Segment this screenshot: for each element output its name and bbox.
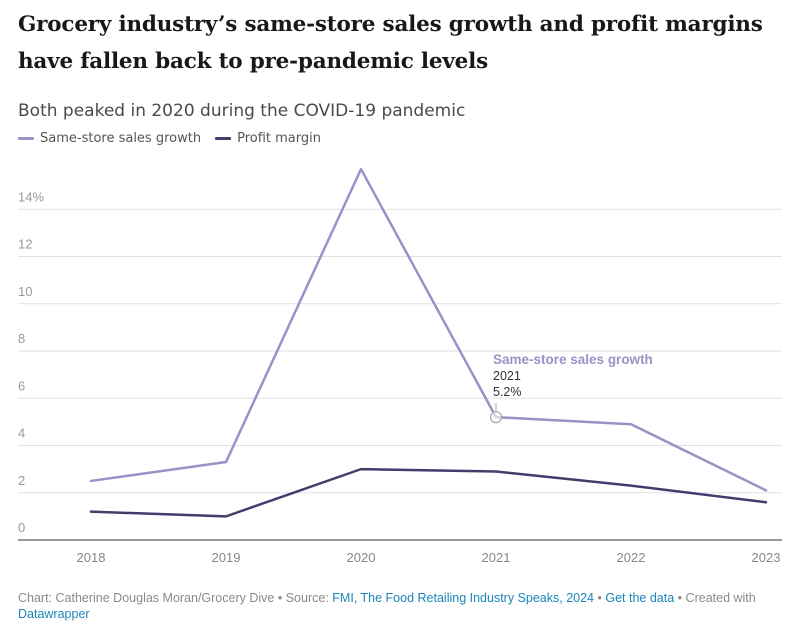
get-the-data-link[interactable]: Get the data: [605, 591, 675, 605]
footer-separator: •: [277, 591, 283, 605]
chart-title: Grocery industry’s same-store sales grow…: [18, 12, 763, 74]
footer-separator: •: [677, 591, 683, 605]
annotation-title: Same-store sales growth: [493, 352, 653, 367]
annotation-year: 2021: [493, 369, 521, 383]
annotation-value: 5.2%: [493, 385, 522, 399]
chart-credit: Chart: Catherine Douglas Moran/Grocery D…: [18, 591, 275, 605]
legend-swatch-profit-margin: [215, 137, 232, 140]
chart-subtitle: Both peaked in 2020 during the COVID-19 …: [18, 101, 466, 121]
x-tick-label: 2020: [347, 550, 376, 565]
y-tick-label: 12: [18, 237, 32, 252]
line-chart: 0 2 4 6 8 10 12 14% 2018 2019 2020 2021 2022 2023 Same…: [18, 167, 782, 565]
x-tick-label: 2019: [212, 550, 241, 565]
y-tick-label: 4: [18, 426, 25, 441]
source-prefix: Source:: [285, 591, 329, 605]
y-tick-label: 6: [18, 378, 25, 393]
source-link[interactable]: FMI, The Food Retailing Industry Speaks,…: [332, 591, 595, 605]
chart-footer: Chart: Catherine Douglas Moran/Grocery D…: [18, 590, 788, 622]
series-line-profit-margin: [89, 467, 768, 518]
y-tick-label: 10: [18, 284, 32, 299]
series-line-same-store-sales: [89, 167, 768, 492]
x-tick-label: 2023: [752, 550, 781, 565]
legend-swatch-same-store-sales: [18, 137, 34, 140]
y-tick-label: 8: [18, 331, 25, 346]
legend: Same-store sales growth Profit margin: [18, 131, 321, 146]
x-tick-label: 2018: [77, 550, 106, 565]
legend-item-same-store-sales: Same-store sales growth: [18, 131, 201, 146]
legend-item-profit-margin: Profit margin: [215, 131, 321, 146]
created-with-text: Created with: [685, 591, 756, 605]
x-tick-label: 2021: [482, 550, 511, 565]
footer-separator: •: [597, 591, 602, 605]
datawrapper-link[interactable]: Datawrapper: [18, 607, 90, 621]
y-tick-label: 0: [18, 520, 25, 535]
legend-label-same-store-sales: Same-store sales growth: [40, 131, 202, 146]
legend-label-profit-margin: Profit margin: [237, 131, 321, 146]
annotation-marker: [489, 411, 503, 424]
x-tick-label: 2022: [617, 550, 646, 565]
y-tick-label: 14%: [18, 189, 44, 204]
y-tick-label: 2: [18, 473, 25, 488]
